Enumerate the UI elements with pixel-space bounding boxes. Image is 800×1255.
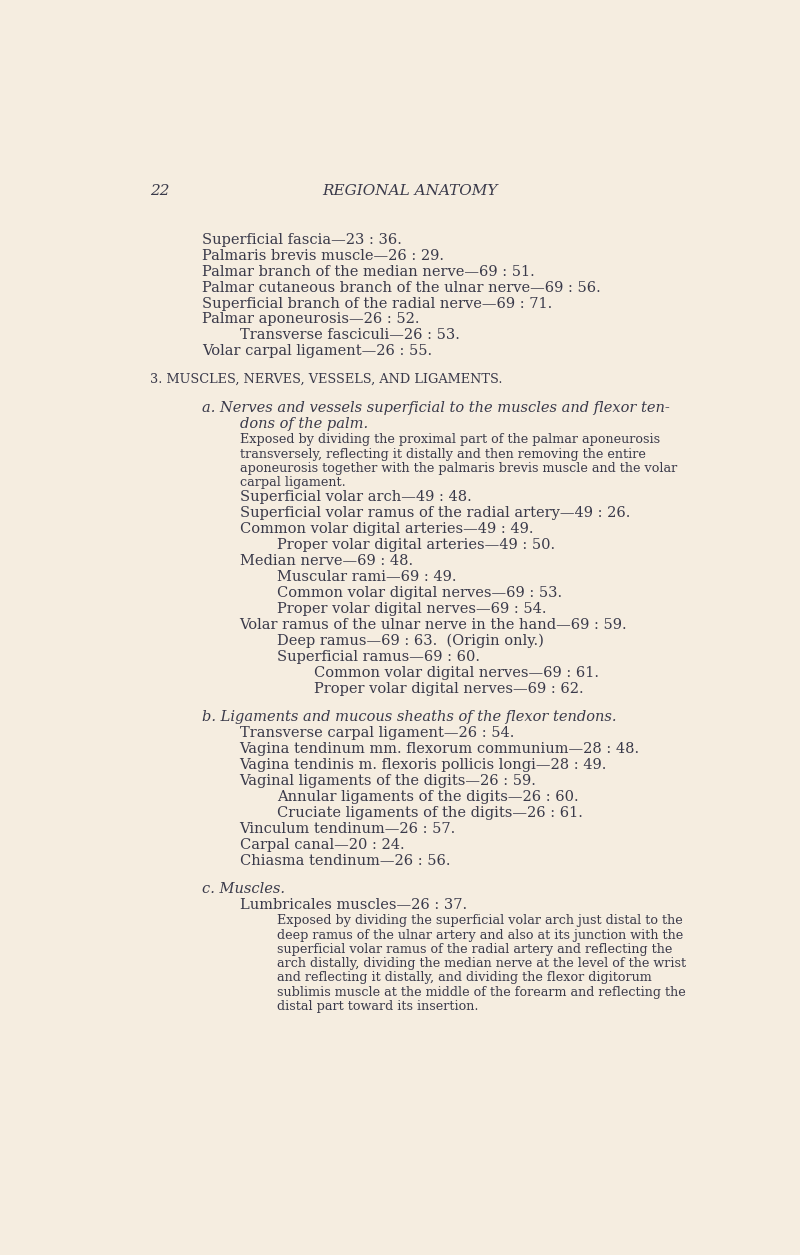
Text: arch distally, dividing the median nerve at the level of the wrist: arch distally, dividing the median nerve… xyxy=(277,958,686,970)
Text: Transverse fasciculi—26 : 53.: Transverse fasciculi—26 : 53. xyxy=(239,329,459,343)
Text: and reflecting it distally, and dividing the flexor digitorum: and reflecting it distally, and dividing… xyxy=(277,971,651,984)
Text: Palmar cutaneous branch of the ulnar nerve—69 : 56.: Palmar cutaneous branch of the ulnar ner… xyxy=(202,281,601,295)
Text: Palmar aponeurosis—26 : 52.: Palmar aponeurosis—26 : 52. xyxy=(202,312,420,326)
Text: Proper volar digital arteries—49 : 50.: Proper volar digital arteries—49 : 50. xyxy=(277,538,555,552)
Text: Median nerve—69 : 48.: Median nerve—69 : 48. xyxy=(239,555,413,569)
Text: Superficial volar ramus of the radial artery—49 : 26.: Superficial volar ramus of the radial ar… xyxy=(239,507,630,521)
Text: sublimis muscle at the middle of the forearm and reflecting the: sublimis muscle at the middle of the for… xyxy=(277,985,686,999)
Text: 22: 22 xyxy=(150,184,169,198)
Text: a. Nerves and vessels superficial to the muscles and flexor ten-: a. Nerves and vessels superficial to the… xyxy=(202,402,670,415)
Text: b. Ligaments and mucous sheaths of the flexor tendons.: b. Ligaments and mucous sheaths of the f… xyxy=(202,710,617,724)
Text: transversely, reflecting it distally and then removing the entire: transversely, reflecting it distally and… xyxy=(239,448,646,461)
Text: Proper volar digital nerves—69 : 62.: Proper volar digital nerves—69 : 62. xyxy=(314,681,583,695)
Text: Palmar branch of the median nerve—69 : 51.: Palmar branch of the median nerve—69 : 5… xyxy=(202,265,535,279)
Text: Superficial ramus—69 : 60.: Superficial ramus—69 : 60. xyxy=(277,650,480,664)
Text: Vinculum tendinum—26 : 57.: Vinculum tendinum—26 : 57. xyxy=(239,822,456,836)
Text: Lumbricales muscles—26 : 37.: Lumbricales muscles—26 : 37. xyxy=(239,899,466,912)
Text: superficial volar ramus of the radial artery and reflecting the: superficial volar ramus of the radial ar… xyxy=(277,943,672,956)
Text: c. Muscles.: c. Muscles. xyxy=(202,882,286,896)
Text: Carpal canal—20 : 24.: Carpal canal—20 : 24. xyxy=(239,838,404,852)
Text: Palmaris brevis muscle—26 : 29.: Palmaris brevis muscle—26 : 29. xyxy=(202,248,444,262)
Text: REGIONAL ANATOMY: REGIONAL ANATOMY xyxy=(322,184,498,198)
Text: dons of the palm.: dons of the palm. xyxy=(239,418,368,432)
Text: Common volar digital nerves—69 : 53.: Common volar digital nerves—69 : 53. xyxy=(277,586,562,600)
Text: Chiasma tendinum—26 : 56.: Chiasma tendinum—26 : 56. xyxy=(239,853,450,867)
Text: Vagina tendinum mm. flexorum communium—28 : 48.: Vagina tendinum mm. flexorum communium—2… xyxy=(239,742,640,757)
Text: Exposed by dividing the superficial volar arch just distal to the: Exposed by dividing the superficial vola… xyxy=(277,914,682,927)
Text: Volar ramus of the ulnar nerve in the hand—69 : 59.: Volar ramus of the ulnar nerve in the ha… xyxy=(239,617,627,633)
Text: Cruciate ligaments of the digits—26 : 61.: Cruciate ligaments of the digits—26 : 61… xyxy=(277,806,582,820)
Text: Common volar digital nerves—69 : 61.: Common volar digital nerves—69 : 61. xyxy=(314,666,599,680)
Text: aponeurosis together with the palmaris brevis muscle and the volar: aponeurosis together with the palmaris b… xyxy=(239,462,677,474)
Text: Transverse carpal ligament—26 : 54.: Transverse carpal ligament—26 : 54. xyxy=(239,727,514,740)
Text: distal part toward its insertion.: distal part toward its insertion. xyxy=(277,1000,478,1013)
Text: Muscular rami—69 : 49.: Muscular rami—69 : 49. xyxy=(277,570,456,584)
Text: Volar carpal ligament—26 : 55.: Volar carpal ligament—26 : 55. xyxy=(202,344,433,359)
Text: deep ramus of the ulnar artery and also at its junction with the: deep ramus of the ulnar artery and also … xyxy=(277,929,683,941)
Text: Vagina tendinis m. flexoris pollicis longi—28 : 49.: Vagina tendinis m. flexoris pollicis lon… xyxy=(239,758,607,772)
Text: Common volar digital arteries—49 : 49.: Common volar digital arteries—49 : 49. xyxy=(239,522,533,536)
Text: Vaginal ligaments of the digits—26 : 59.: Vaginal ligaments of the digits—26 : 59. xyxy=(239,774,536,788)
Text: Exposed by dividing the proximal part of the palmar aponeurosis: Exposed by dividing the proximal part of… xyxy=(239,433,660,447)
Text: Proper volar digital nerves—69 : 54.: Proper volar digital nerves—69 : 54. xyxy=(277,602,546,616)
Text: carpal ligament.: carpal ligament. xyxy=(239,476,346,489)
Text: Annular ligaments of the digits—26 : 60.: Annular ligaments of the digits—26 : 60. xyxy=(277,791,578,804)
Text: Superficial branch of the radial nerve—69 : 71.: Superficial branch of the radial nerve—6… xyxy=(202,296,553,310)
Text: Deep ramus—69 : 63.  (Origin only.): Deep ramus—69 : 63. (Origin only.) xyxy=(277,634,543,649)
Text: Superficial volar arch—49 : 48.: Superficial volar arch—49 : 48. xyxy=(239,491,471,505)
Text: 3. MUSCLES, NERVES, VESSELS, AND LIGAMENTS.: 3. MUSCLES, NERVES, VESSELS, AND LIGAMEN… xyxy=(150,373,502,385)
Text: Superficial fascia—23 : 36.: Superficial fascia—23 : 36. xyxy=(202,232,402,247)
